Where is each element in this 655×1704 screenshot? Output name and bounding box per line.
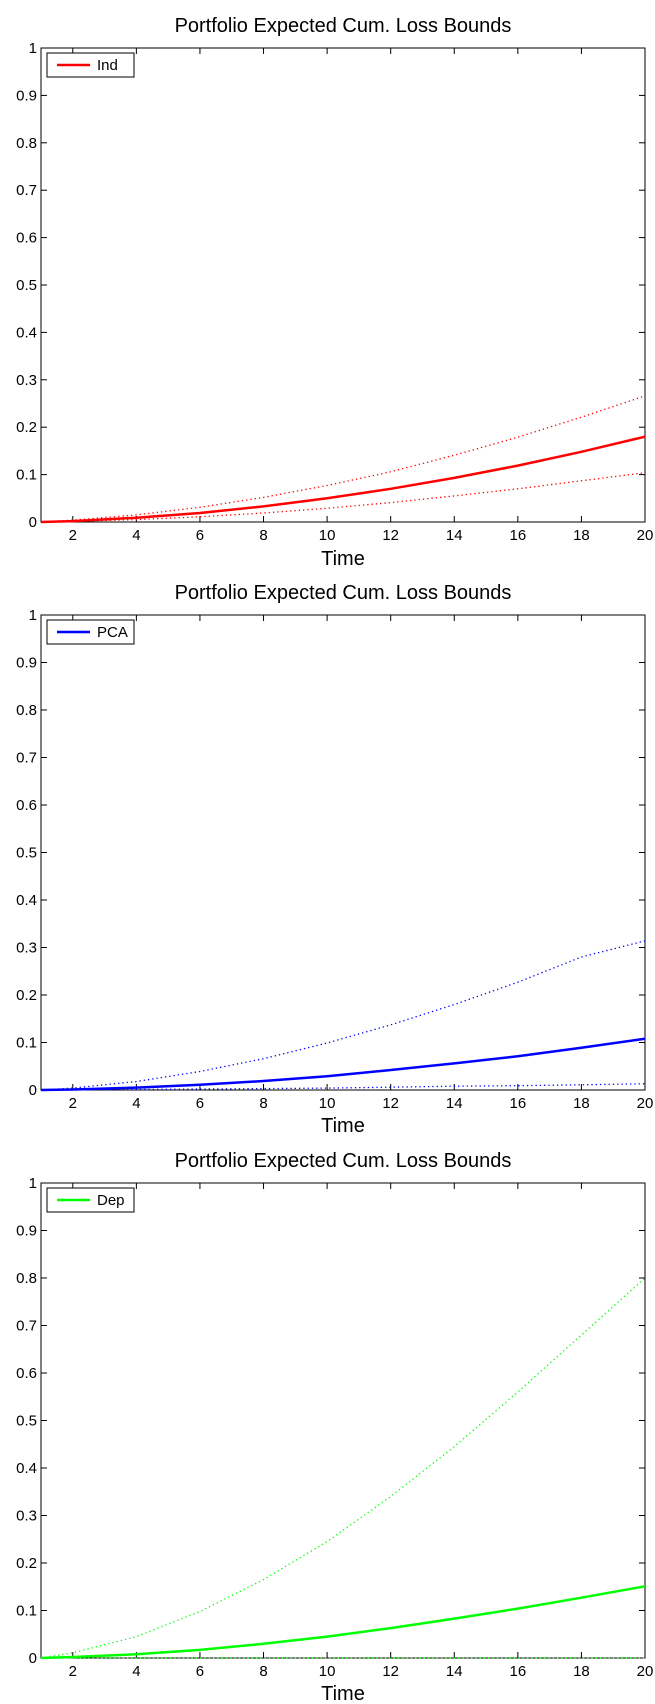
panel-1-ytick-label: 0.7 — [16, 182, 37, 199]
panel-2-series-bound-line-2 — [41, 1083, 646, 1091]
panel-1-xtick-label: 2 — [69, 527, 77, 544]
panel-2-xtick-label: 14 — [446, 1095, 463, 1112]
panel-2-plot: 00.10.20.30.40.50.60.70.80.912 4 6 8 10 12 14 1… — [16, 607, 653, 1112]
panel-1-ytick-label: 0 — [29, 514, 37, 531]
panel-2-xtick-label: 20 — [637, 1095, 654, 1112]
panel-3-series-mean-line — [40, 1585, 646, 1660]
panel-3-xtick-label: 14 — [446, 1663, 463, 1680]
panel-1-xtick-label: 4 — [132, 527, 140, 544]
panel-2-ytick-label: 0.4 — [16, 892, 37, 909]
panel-1-xtick-label: 6 — [196, 527, 204, 544]
panel-2-ytick-label: 0.9 — [16, 655, 37, 672]
panel-3-legend-label: Dep — [97, 1192, 125, 1209]
panel-1-xtick-label: 16 — [509, 527, 526, 544]
panel-3-ytick-label: 0.7 — [16, 1318, 37, 1335]
panel-1-xtick-label: 8 — [259, 527, 267, 544]
panel-1-ytick-label: 1 — [29, 40, 37, 57]
panel-3: Portfolio Expected Cum. Loss Bounds 0 0.1… — [16, 1150, 653, 1704]
panel-3-ytick-label: 0 — [29, 1650, 37, 1667]
panel-3-ytick-label: 0.6 — [16, 1365, 37, 1382]
panel-1-axes-box — [40, 47, 646, 523]
panel-1-ytick-label: 0.1 — [16, 467, 37, 484]
panel-3-ytick-label: 0.8 — [16, 1270, 37, 1287]
panel-2-xtick-label: 8 — [259, 1095, 267, 1112]
panel-3-ytick-label: 0.1 — [16, 1603, 37, 1620]
panel-1-ytick-label: 0.6 — [16, 230, 37, 247]
panel-1-xlabel: Time — [321, 548, 365, 570]
panel-2-ytick-label: 0.5 — [16, 845, 37, 862]
panel-1-xtick-label: 10 — [319, 527, 336, 544]
panel-2-ytick-label: 0.8 — [16, 702, 37, 719]
panel-3-ytick-label: 0.5 — [16, 1413, 37, 1430]
panel-1-series-bound-line-1 — [40, 395, 646, 523]
panel-1-xtick-label: 12 — [382, 527, 399, 544]
panel-3-xtick-label: 6 — [196, 1663, 204, 1680]
panel-3-ytick-label: 1 — [29, 1175, 37, 1192]
panel-2-title: Portfolio Expected Cum. Loss Bounds — [175, 582, 512, 604]
panel-3-xtick-label: 12 — [382, 1663, 399, 1680]
panel-2-xtick-label: 16 — [509, 1095, 526, 1112]
panel-2-legend-label: PCA — [97, 624, 128, 641]
panel-3-ytick-label: 0.4 — [16, 1460, 37, 1477]
panel-3-xtick-label: 16 — [509, 1663, 526, 1680]
panel-3-ytick-label: 0.2 — [16, 1555, 37, 1572]
panel-2-xtick-label: 2 — [69, 1095, 77, 1112]
panel-1-plot: 00.10.20.30.40.50.60.70.80.912 4 6 8 10 12 14 1… — [16, 40, 653, 544]
panel-3-xlabel: Time — [321, 1683, 365, 1704]
panel-1-xtick-label: 14 — [446, 527, 463, 544]
panel-1-series-mean-line — [40, 435, 646, 524]
panel-2-ytick-label: 0.6 — [16, 797, 37, 814]
panel-3-plot: 00.10.20.30.40.50.60.70.80.912 4 6 8 10 12 14 1… — [16, 1175, 653, 1680]
panel-2-xtick-label: 18 — [573, 1095, 590, 1112]
panel-3-xtick-label: 4 — [132, 1663, 140, 1680]
panel-1-legend-label: Ind — [97, 57, 118, 74]
panel-2-ytick-label: 1 — [29, 607, 37, 624]
panel-3-ytick-label: 0.9 — [16, 1223, 37, 1240]
panel-2-xlabel: Time — [321, 1115, 365, 1137]
panel-3-xtick-label: 18 — [573, 1663, 590, 1680]
panel-1: Portfolio Expected Cum. Loss Bounds 0 0.1… — [16, 15, 653, 570]
panel-1-ytick-label: 0.5 — [16, 277, 37, 294]
panel-2-axes-box — [40, 614, 646, 1091]
panel-3-xtick-label: 20 — [637, 1663, 654, 1680]
panel-2-xtick-label: 4 — [132, 1095, 140, 1112]
panel-3-xtick-label: 10 — [319, 1663, 336, 1680]
panel-2-series-mean-line — [40, 1037, 646, 1092]
panel-2-ytick-label: 0.3 — [16, 940, 37, 957]
panel-2-ytick-label: 0.7 — [16, 750, 37, 767]
panel-3-axes-box — [40, 1182, 646, 1659]
panel-1-series-bound-line-2 — [40, 472, 646, 523]
panel-1-ytick-label: 0.4 — [16, 324, 37, 341]
panel-2-ytick-label: 0.2 — [16, 987, 37, 1004]
panel-2-xtick-label: 6 — [196, 1095, 204, 1112]
panel-3-xtick-label: 8 — [259, 1663, 267, 1680]
panel-1-xtick-label: 18 — [573, 527, 590, 544]
panel-2-xtick-label: 12 — [382, 1095, 399, 1112]
panel-2-xtick-label: 10 — [319, 1095, 336, 1112]
panel-1-ytick-label: 0.3 — [16, 372, 37, 389]
panel-1-title: Portfolio Expected Cum. Loss Bounds — [175, 15, 512, 37]
panel-1-ytick-label: 0.9 — [16, 87, 37, 104]
panel-2-ytick-label: 0.1 — [16, 1035, 37, 1052]
panel-3-xtick-label: 2 — [69, 1663, 77, 1680]
panel-3-ytick-label: 0.3 — [16, 1508, 37, 1525]
panel-2: Portfolio Expected Cum. Loss Bounds 0 0.1… — [16, 582, 653, 1137]
panel-1-ytick-label: 0.2 — [16, 419, 37, 436]
panel-3-title: Portfolio Expected Cum. Loss Bounds — [175, 1150, 512, 1172]
panel-1-xtick-label: 20 — [637, 527, 654, 544]
panel-2-ytick-label: 0 — [29, 1082, 37, 1099]
panel-1-ytick-label: 0.8 — [16, 135, 37, 152]
